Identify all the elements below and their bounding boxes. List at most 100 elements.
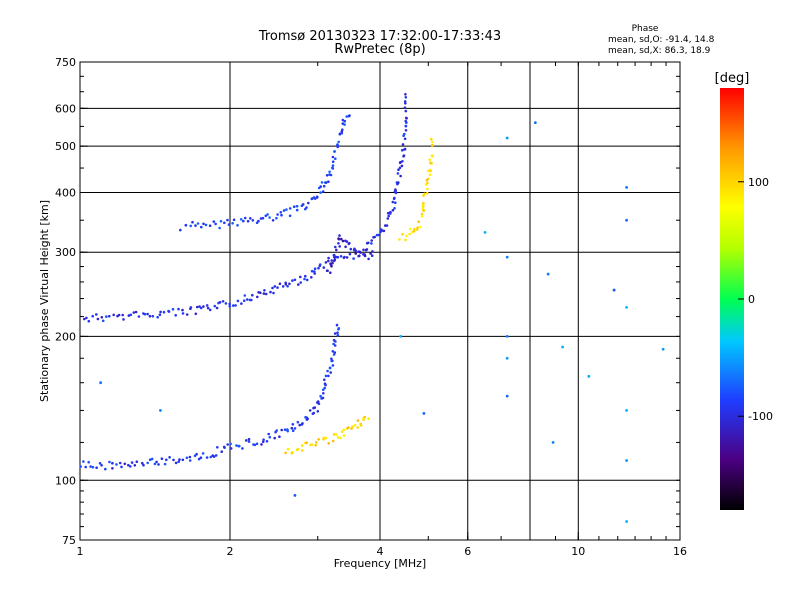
data-point bbox=[420, 212, 424, 216]
data-point bbox=[331, 155, 335, 159]
data-point bbox=[133, 464, 137, 467]
data-point bbox=[354, 249, 358, 252]
data-point bbox=[403, 147, 407, 151]
phase-stats-x: mean, sd,X: 86.3, 18.9 bbox=[608, 46, 711, 56]
data-point bbox=[317, 402, 321, 406]
data-point bbox=[341, 128, 344, 131]
data-point bbox=[343, 255, 346, 259]
data-point bbox=[328, 170, 331, 174]
data-point bbox=[401, 232, 404, 236]
data-point bbox=[587, 374, 591, 378]
data-point bbox=[253, 443, 257, 447]
data-point bbox=[404, 102, 407, 105]
data-point bbox=[370, 254, 374, 257]
data-point bbox=[91, 314, 94, 318]
data-point bbox=[84, 465, 87, 469]
data-point bbox=[331, 359, 334, 363]
data-point bbox=[327, 259, 330, 263]
data-point bbox=[155, 460, 158, 464]
data-point bbox=[319, 394, 322, 398]
data-point bbox=[132, 311, 136, 314]
data-point bbox=[268, 435, 272, 439]
data-point bbox=[188, 455, 192, 459]
data-point bbox=[315, 441, 318, 444]
data-point bbox=[111, 461, 114, 465]
data-point bbox=[222, 445, 226, 449]
data-point bbox=[96, 317, 100, 321]
data-point bbox=[278, 435, 281, 439]
data-point bbox=[195, 452, 198, 456]
data-point bbox=[296, 420, 300, 424]
data-point bbox=[174, 461, 178, 465]
data-point bbox=[297, 283, 300, 286]
data-point bbox=[229, 447, 233, 450]
data-point bbox=[285, 208, 288, 211]
data-point bbox=[199, 456, 203, 460]
data-point bbox=[329, 271, 332, 275]
data-point bbox=[396, 172, 400, 175]
data-point bbox=[345, 240, 349, 243]
data-point bbox=[404, 96, 408, 99]
data-point bbox=[331, 364, 335, 367]
data-point bbox=[430, 161, 433, 165]
data-point bbox=[337, 327, 341, 330]
data-point bbox=[393, 207, 396, 210]
data-point bbox=[288, 207, 292, 210]
data-point bbox=[305, 206, 308, 209]
data-point bbox=[401, 143, 405, 146]
data-point bbox=[181, 312, 185, 315]
data-point bbox=[83, 317, 86, 321]
data-point bbox=[134, 310, 138, 314]
data-point bbox=[167, 310, 171, 313]
data-point bbox=[307, 201, 310, 205]
data-point bbox=[505, 394, 509, 398]
data-point bbox=[348, 241, 351, 245]
data-point bbox=[242, 299, 246, 303]
data-point bbox=[159, 409, 162, 412]
data-point bbox=[288, 282, 291, 286]
data-point bbox=[354, 252, 358, 255]
data-point bbox=[220, 450, 223, 454]
data-point bbox=[322, 436, 326, 440]
data-point bbox=[356, 419, 360, 422]
data-point bbox=[403, 132, 406, 136]
data-point bbox=[337, 242, 340, 245]
data-point bbox=[305, 441, 309, 445]
data-point bbox=[326, 369, 329, 373]
data-point bbox=[430, 154, 434, 157]
data-point bbox=[275, 216, 278, 220]
data-point bbox=[100, 316, 104, 319]
data-point bbox=[188, 459, 192, 462]
data-point bbox=[202, 305, 205, 308]
data-point bbox=[426, 177, 430, 181]
data-point bbox=[231, 222, 234, 225]
data-point bbox=[333, 332, 337, 335]
data-point bbox=[367, 417, 370, 421]
data-point bbox=[281, 285, 285, 288]
data-point bbox=[367, 257, 370, 261]
data-point bbox=[362, 248, 365, 252]
data-point bbox=[416, 226, 419, 229]
data-point bbox=[262, 292, 266, 295]
data-point bbox=[191, 220, 194, 224]
data-point bbox=[243, 216, 247, 220]
data-point bbox=[331, 164, 335, 167]
data-point bbox=[426, 191, 429, 195]
data-point bbox=[142, 463, 145, 467]
data-point bbox=[505, 255, 509, 259]
colorbar-label: [deg] bbox=[715, 71, 750, 86]
data-point bbox=[85, 316, 88, 320]
data-point bbox=[551, 441, 555, 444]
data-point bbox=[322, 184, 326, 188]
data-point bbox=[332, 253, 336, 257]
data-point bbox=[172, 458, 175, 462]
data-point bbox=[179, 228, 182, 232]
data-point bbox=[533, 121, 537, 125]
data-point bbox=[283, 428, 287, 432]
data-point bbox=[260, 443, 263, 446]
data-point bbox=[273, 285, 277, 288]
data-point bbox=[316, 410, 320, 413]
data-point bbox=[272, 291, 275, 295]
data-point bbox=[405, 117, 408, 120]
